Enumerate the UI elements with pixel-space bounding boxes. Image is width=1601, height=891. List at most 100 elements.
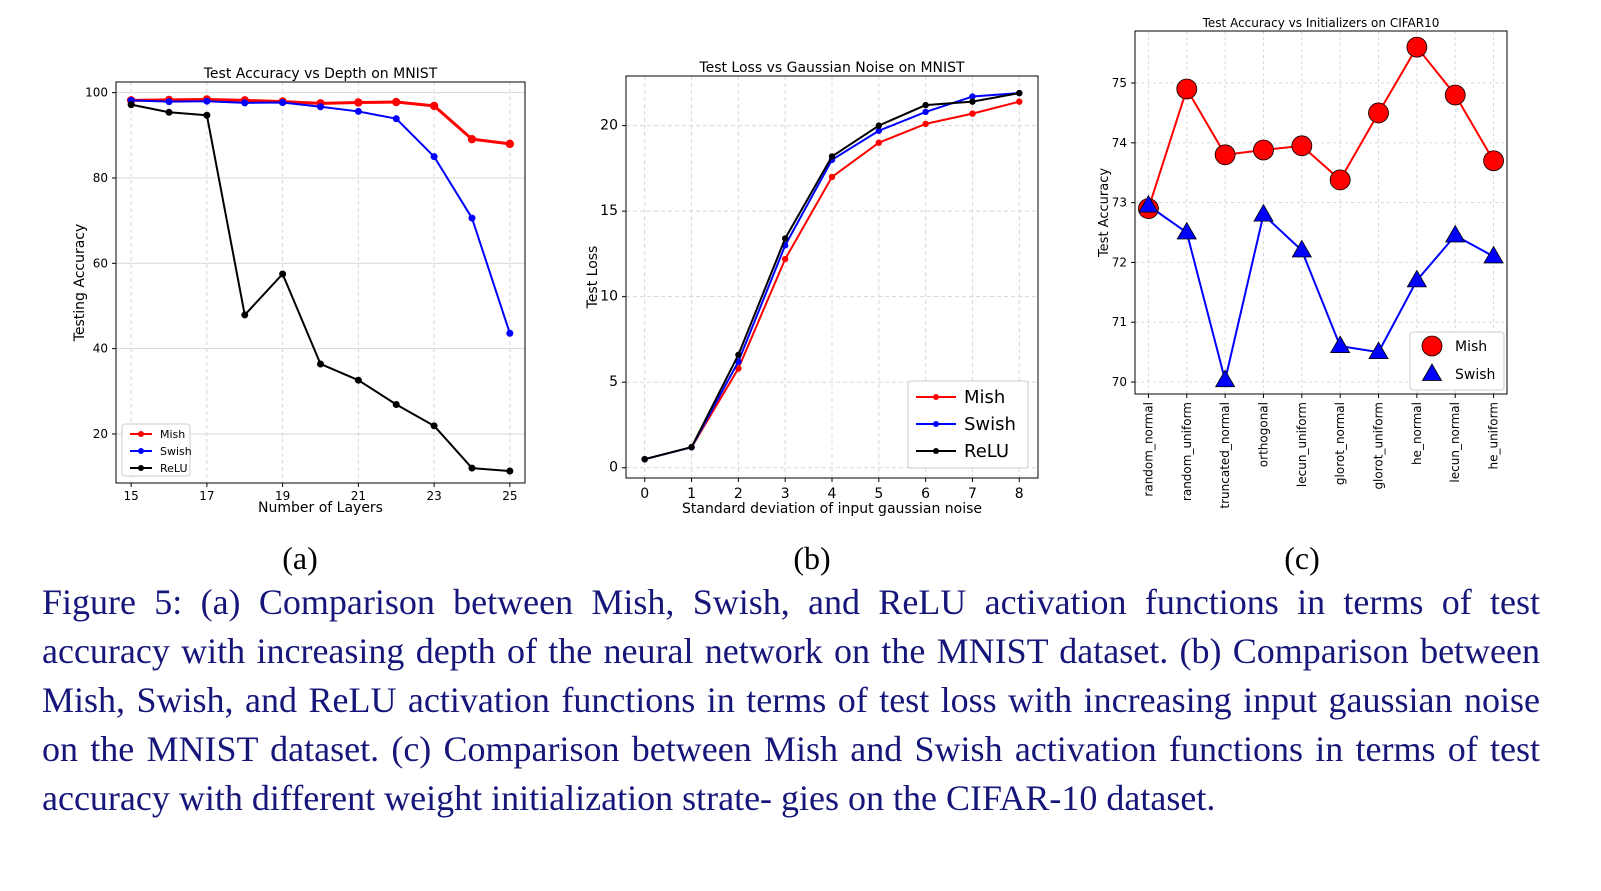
data-point-relu — [735, 351, 742, 359]
legend-label-swish: Swish — [160, 445, 192, 458]
x-tick-label: 3 — [781, 486, 790, 502]
x-tick-label: 2 — [734, 486, 743, 502]
data-point-mish — [828, 173, 836, 181]
data-point-mish — [1483, 150, 1504, 172]
y-tick-label: 5 — [609, 374, 618, 390]
data-point-mish — [467, 134, 477, 144]
chart-title: Test Loss vs Gaussian Noise on MNIST — [698, 60, 965, 76]
data-point-swish — [203, 97, 211, 105]
chart-title: Test Accuracy vs Depth on MNIST — [203, 66, 438, 82]
data-point-swish — [506, 329, 514, 337]
caption-line: increasing input gaussian noise on the M… — [42, 680, 1540, 769]
data-point-relu — [241, 311, 249, 319]
panel-c-chart: 70 71 72 73 74 75 random_normal random_uniform t… — [1097, 16, 1508, 509]
data-point-swish — [279, 98, 287, 106]
y-tick-label: 20 — [93, 427, 108, 441]
data-point-relu — [688, 444, 695, 451]
legend-marker-relu — [933, 448, 939, 454]
legend-label-mish: Mish — [160, 428, 185, 441]
legend-marker-swish — [138, 448, 144, 454]
x-tick-label: lecun_normal — [1448, 402, 1462, 483]
x-tick-label: glorot_normal — [1333, 402, 1347, 485]
data-point-relu — [392, 401, 400, 409]
x-tick-label: he_normal — [1410, 402, 1424, 465]
y-tick-label: 10 — [600, 289, 618, 305]
x-tick-label: 17 — [199, 489, 214, 503]
data-point-swish — [1138, 194, 1159, 213]
legend-marker-mish — [1421, 335, 1443, 357]
panel-b-chart: 0 5 10 15 20 0 1 2 3 4 5 6 7 8 Test Loss vs Gaussian N… — [585, 60, 1039, 517]
data-point-relu — [468, 464, 476, 472]
data-point-mish — [505, 139, 515, 149]
data-point-swish — [468, 214, 476, 222]
data-point-swish — [392, 115, 400, 123]
y-axis-label: Test Accuracy — [1097, 168, 1112, 258]
data-point-swish — [165, 98, 173, 106]
data-point-mish — [781, 255, 789, 263]
data-point-relu — [875, 122, 883, 129]
x-tick-label: 1 — [687, 486, 696, 502]
x-tick-label: random_uniform — [1180, 402, 1194, 501]
chart-title: Test Accuracy vs Initializers on CIFAR10 — [1202, 16, 1440, 30]
y-tick-label: 71 — [1112, 315, 1127, 329]
x-tick-label: 6 — [921, 486, 930, 502]
legend-box — [907, 380, 1029, 469]
legend-label-relu: ReLU — [160, 462, 188, 475]
y-axis-label: Testing Accuracy — [72, 224, 88, 343]
x-axis-label: Standard deviation of input gaussian noi… — [682, 501, 982, 517]
data-point-mish — [1176, 78, 1198, 100]
subfigure-label-b: (b) — [793, 540, 830, 576]
x-tick-label: he_uniform — [1487, 402, 1501, 470]
data-point-mish — [392, 97, 401, 107]
y-tick-label: 20 — [600, 118, 618, 134]
data-point-mish — [1214, 144, 1236, 166]
y-tick-label: 80 — [93, 171, 108, 185]
x-tick-label: glorot_uniform — [1372, 402, 1386, 490]
y-axis-label: Test Loss — [585, 246, 601, 310]
data-point-relu — [781, 235, 789, 242]
data-point-mish — [922, 120, 929, 128]
y-tick-label: 0 — [609, 460, 618, 476]
data-point-mish — [1329, 169, 1351, 191]
x-tick-label: random_normal — [1141, 402, 1155, 497]
data-point-swish — [1445, 224, 1466, 243]
x-tick-label: 15 — [124, 489, 139, 503]
panel-a-chart: 20 40 60 80 100 15 17 19 21 23 25 Test Accuracy vs … — [72, 66, 526, 516]
legend-marker-mish — [138, 431, 144, 437]
data-point-mish — [735, 365, 742, 372]
data-point-mish — [1291, 135, 1313, 157]
caption-line: gies on the CIFAR-10 dataset. — [781, 778, 1216, 818]
data-point-mish — [1444, 84, 1466, 106]
y-tick-label: 73 — [1112, 196, 1127, 210]
x-tick-label: 8 — [1015, 486, 1024, 502]
series-line-relu — [130, 103, 510, 473]
subfigure-label-a: (a) — [282, 540, 318, 576]
data-point-swish — [241, 99, 249, 107]
subfigure-label-c: (c) — [1284, 540, 1320, 576]
x-axis-label: Number of Layers — [258, 500, 383, 516]
data-point-swish — [1406, 269, 1428, 288]
caption-line: Figure 5: (a) Comparison between Mish, S… — [42, 582, 1424, 622]
x-tick-label: truncated_normal — [1218, 402, 1232, 509]
data-point-swish — [1291, 239, 1313, 258]
plot-frame — [115, 81, 526, 484]
data-point-swish — [1483, 245, 1504, 264]
x-tick-label: 25 — [502, 489, 517, 503]
y-tick-label: 100 — [85, 86, 108, 100]
data-point-relu — [127, 101, 135, 109]
data-point-mish — [875, 139, 883, 146]
plot-frame — [1134, 30, 1508, 395]
data-point-swish — [1253, 203, 1274, 222]
legend-marker-relu — [138, 465, 144, 471]
caption-line: Comparison between Mish, Swish, and ReLU… — [42, 631, 1541, 720]
data-point-mish — [354, 98, 363, 107]
data-point-mish — [1406, 36, 1428, 58]
y-tick-label: 60 — [93, 256, 108, 270]
x-tick-label: 7 — [968, 486, 977, 502]
data-point-relu — [317, 360, 324, 368]
data-point-relu — [279, 270, 287, 278]
data-point-swish — [1214, 369, 1236, 388]
data-point-mish — [429, 101, 439, 111]
data-point-relu — [641, 455, 648, 463]
